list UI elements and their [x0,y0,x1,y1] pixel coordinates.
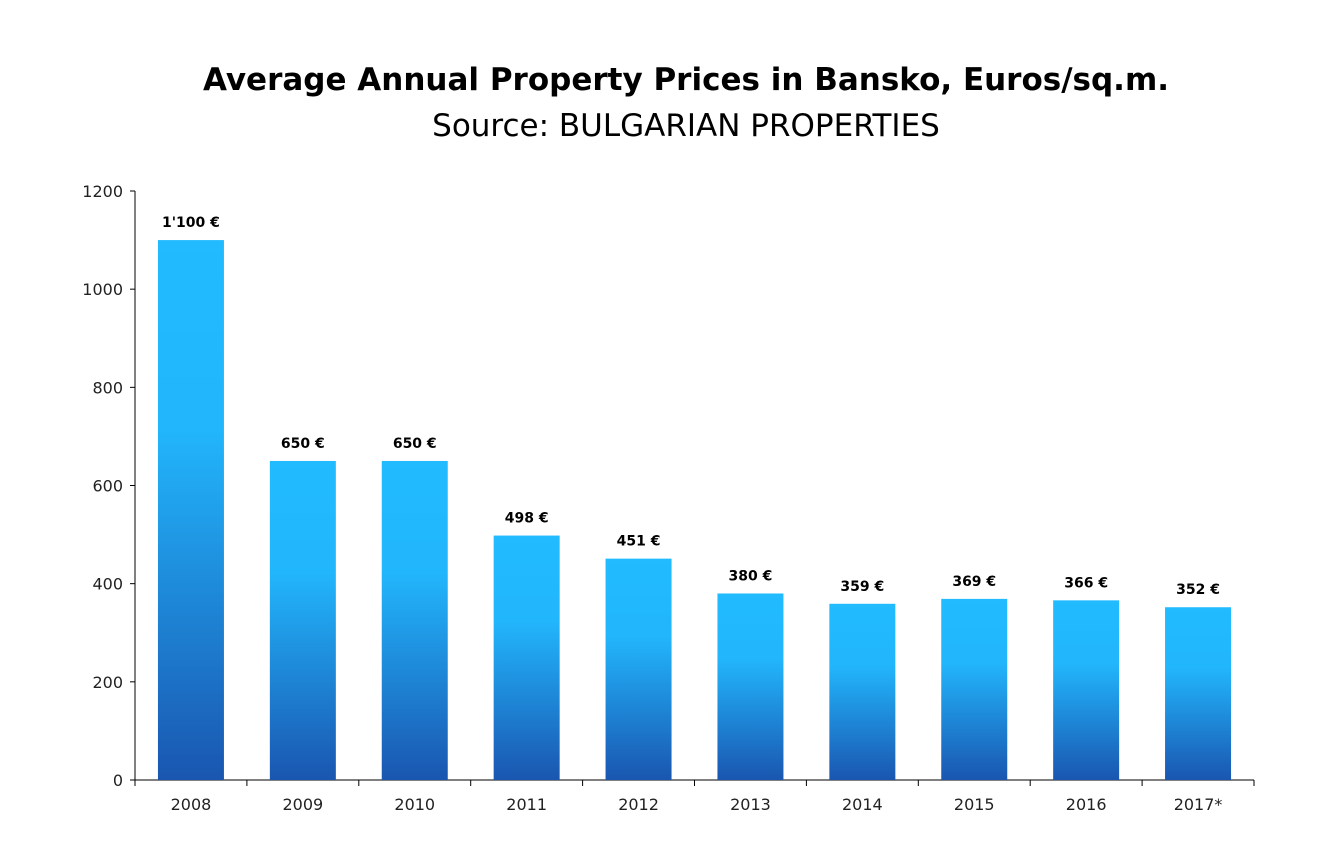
bar-2008 [157,240,224,781]
data-label: 380 € [729,568,773,584]
data-label: 451 € [617,534,661,550]
y-tick-label: 600 [92,477,123,496]
y-tick-label: 200 [92,673,123,692]
bar-2014 [829,603,896,780]
data-label: 352 € [1176,582,1220,598]
y-tick-label: 1000 [82,280,123,299]
y-tick-label: 0 [113,771,123,790]
x-tick-label: 2016 [1066,795,1107,814]
x-tick-label: 2017* [1174,795,1223,814]
bar-2009 [269,460,336,780]
bar-2016 [1053,600,1120,780]
y-tick-label: 1200 [82,182,123,201]
bar-2013 [717,593,784,780]
data-label: 369 € [952,574,996,590]
data-label: 359 € [840,579,884,595]
y-tick-label: 800 [92,378,123,397]
data-label: 366 € [1064,575,1108,591]
x-tick-label: 2014 [842,795,883,814]
data-label: 650 € [281,436,325,452]
x-tick-label: 2008 [171,795,212,814]
data-label: 650 € [393,436,437,452]
x-tick-label: 2009 [282,795,323,814]
data-label: 1'100 € [162,215,220,231]
chart-subtitle: Source: BULGARIAN PROPERTIES [432,108,940,144]
data-label: 498 € [505,511,549,527]
x-tick-label: 2013 [730,795,771,814]
chart-title: Average Annual Property Prices in Bansko… [202,62,1170,98]
x-tick-label: 2011 [506,795,547,814]
bar-2015 [941,598,1008,780]
x-tick-label: 2010 [394,795,435,814]
bar-2017 [1165,607,1232,780]
y-tick-label: 400 [92,575,123,594]
bar-2011 [493,535,560,780]
x-tick-label: 2015 [954,795,995,814]
bar-2010 [381,460,448,780]
bar-2012 [605,558,672,780]
x-tick-label: 2012 [618,795,659,814]
